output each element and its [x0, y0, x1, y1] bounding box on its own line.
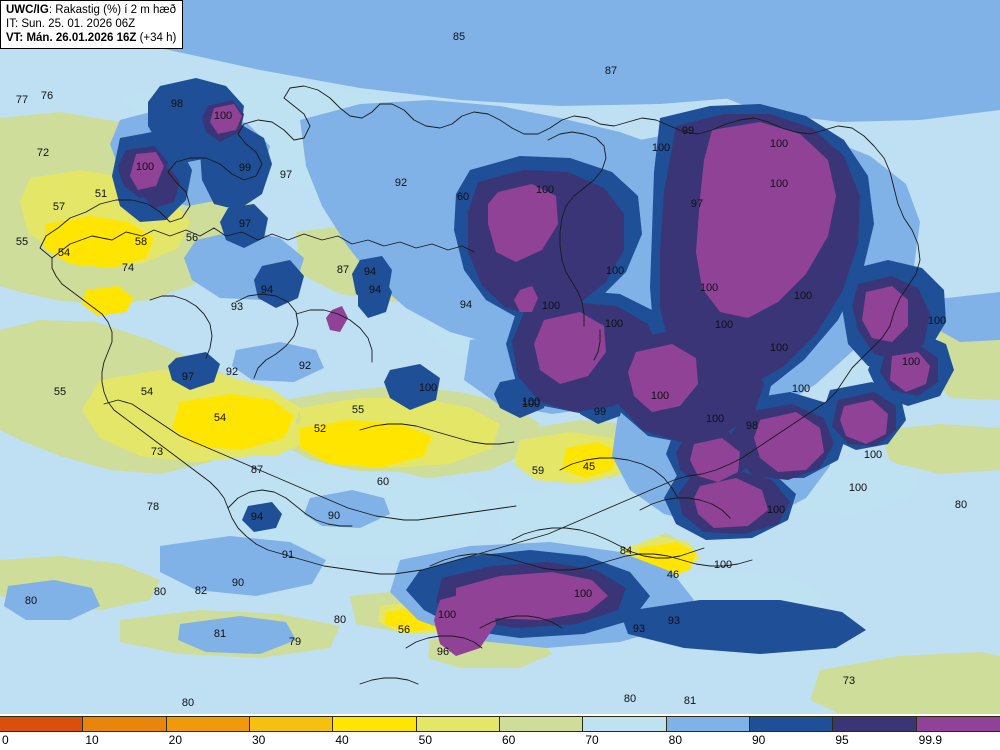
legend-tick-label: 99.9: [918, 733, 943, 747]
legend-tick-label: 30: [252, 733, 266, 747]
legend-band: [749, 717, 834, 731]
legend-band: [83, 717, 167, 731]
color-legend: 0 10 20 30 40 50 60 70 80 90 95 99.9: [0, 714, 1000, 750]
legend-tick-label: 0: [2, 733, 9, 747]
legend-band: [916, 717, 1000, 731]
legend-tick-label: 20: [168, 733, 183, 747]
legend-band: [333, 717, 417, 731]
header-line-valid-time: VT: Mán. 26.01.2026 16Z (+34 h): [6, 31, 176, 45]
header-line-init-time: IT: Sun. 25. 01. 2026 06Z: [6, 18, 136, 31]
model-name: UWC/IG: [6, 4, 49, 16]
color-legend-bar: [0, 716, 1000, 732]
legend-tick-label: 50: [418, 733, 433, 747]
color-legend-ticks: 0 10 20 30 40 50 60 70 80 90 95 99.9: [0, 733, 1000, 749]
legend-band: [416, 717, 500, 731]
legend-band: [249, 717, 334, 731]
legend-band: [0, 717, 84, 731]
legend-band: [166, 717, 250, 731]
param-name: : Rakastig (%) í 2 m hæð: [48, 4, 176, 16]
coastline: [39, 85, 921, 685]
legend-band: [833, 717, 917, 731]
info-header-box: UWC/IG: Rakastig (%) í 2 m hæð IT: Sun. …: [0, 0, 184, 50]
valid-time-value: VT: Mán. 26.01.2026 16Z: [6, 32, 137, 45]
legend-tick-label: 60: [502, 733, 516, 747]
legend-tick-label: 70: [585, 733, 599, 747]
band-999-100-region: [130, 104, 930, 656]
legend-tick-label: 10: [85, 733, 99, 747]
legend-band: [499, 717, 584, 731]
legend-tick-label: 80: [668, 733, 683, 747]
legend-tick-label: 90: [752, 733, 766, 747]
humidity-contour-map: [0, 0, 1000, 714]
legend-band: [666, 717, 750, 731]
legend-tick-label: 40: [335, 733, 349, 747]
header-line-param: UWC/IG: Rakastig (%) í 2 m hæð: [6, 3, 176, 17]
map-canvas[interactable]: 77 76 72 57 51 55 54 58 56 74 98 100 100 99 97 97 94 93 55…: [0, 0, 1000, 714]
lead-time-value: (+34 h): [136, 32, 177, 45]
legend-band: [583, 717, 667, 731]
legend-tick-label: 95: [835, 733, 849, 747]
